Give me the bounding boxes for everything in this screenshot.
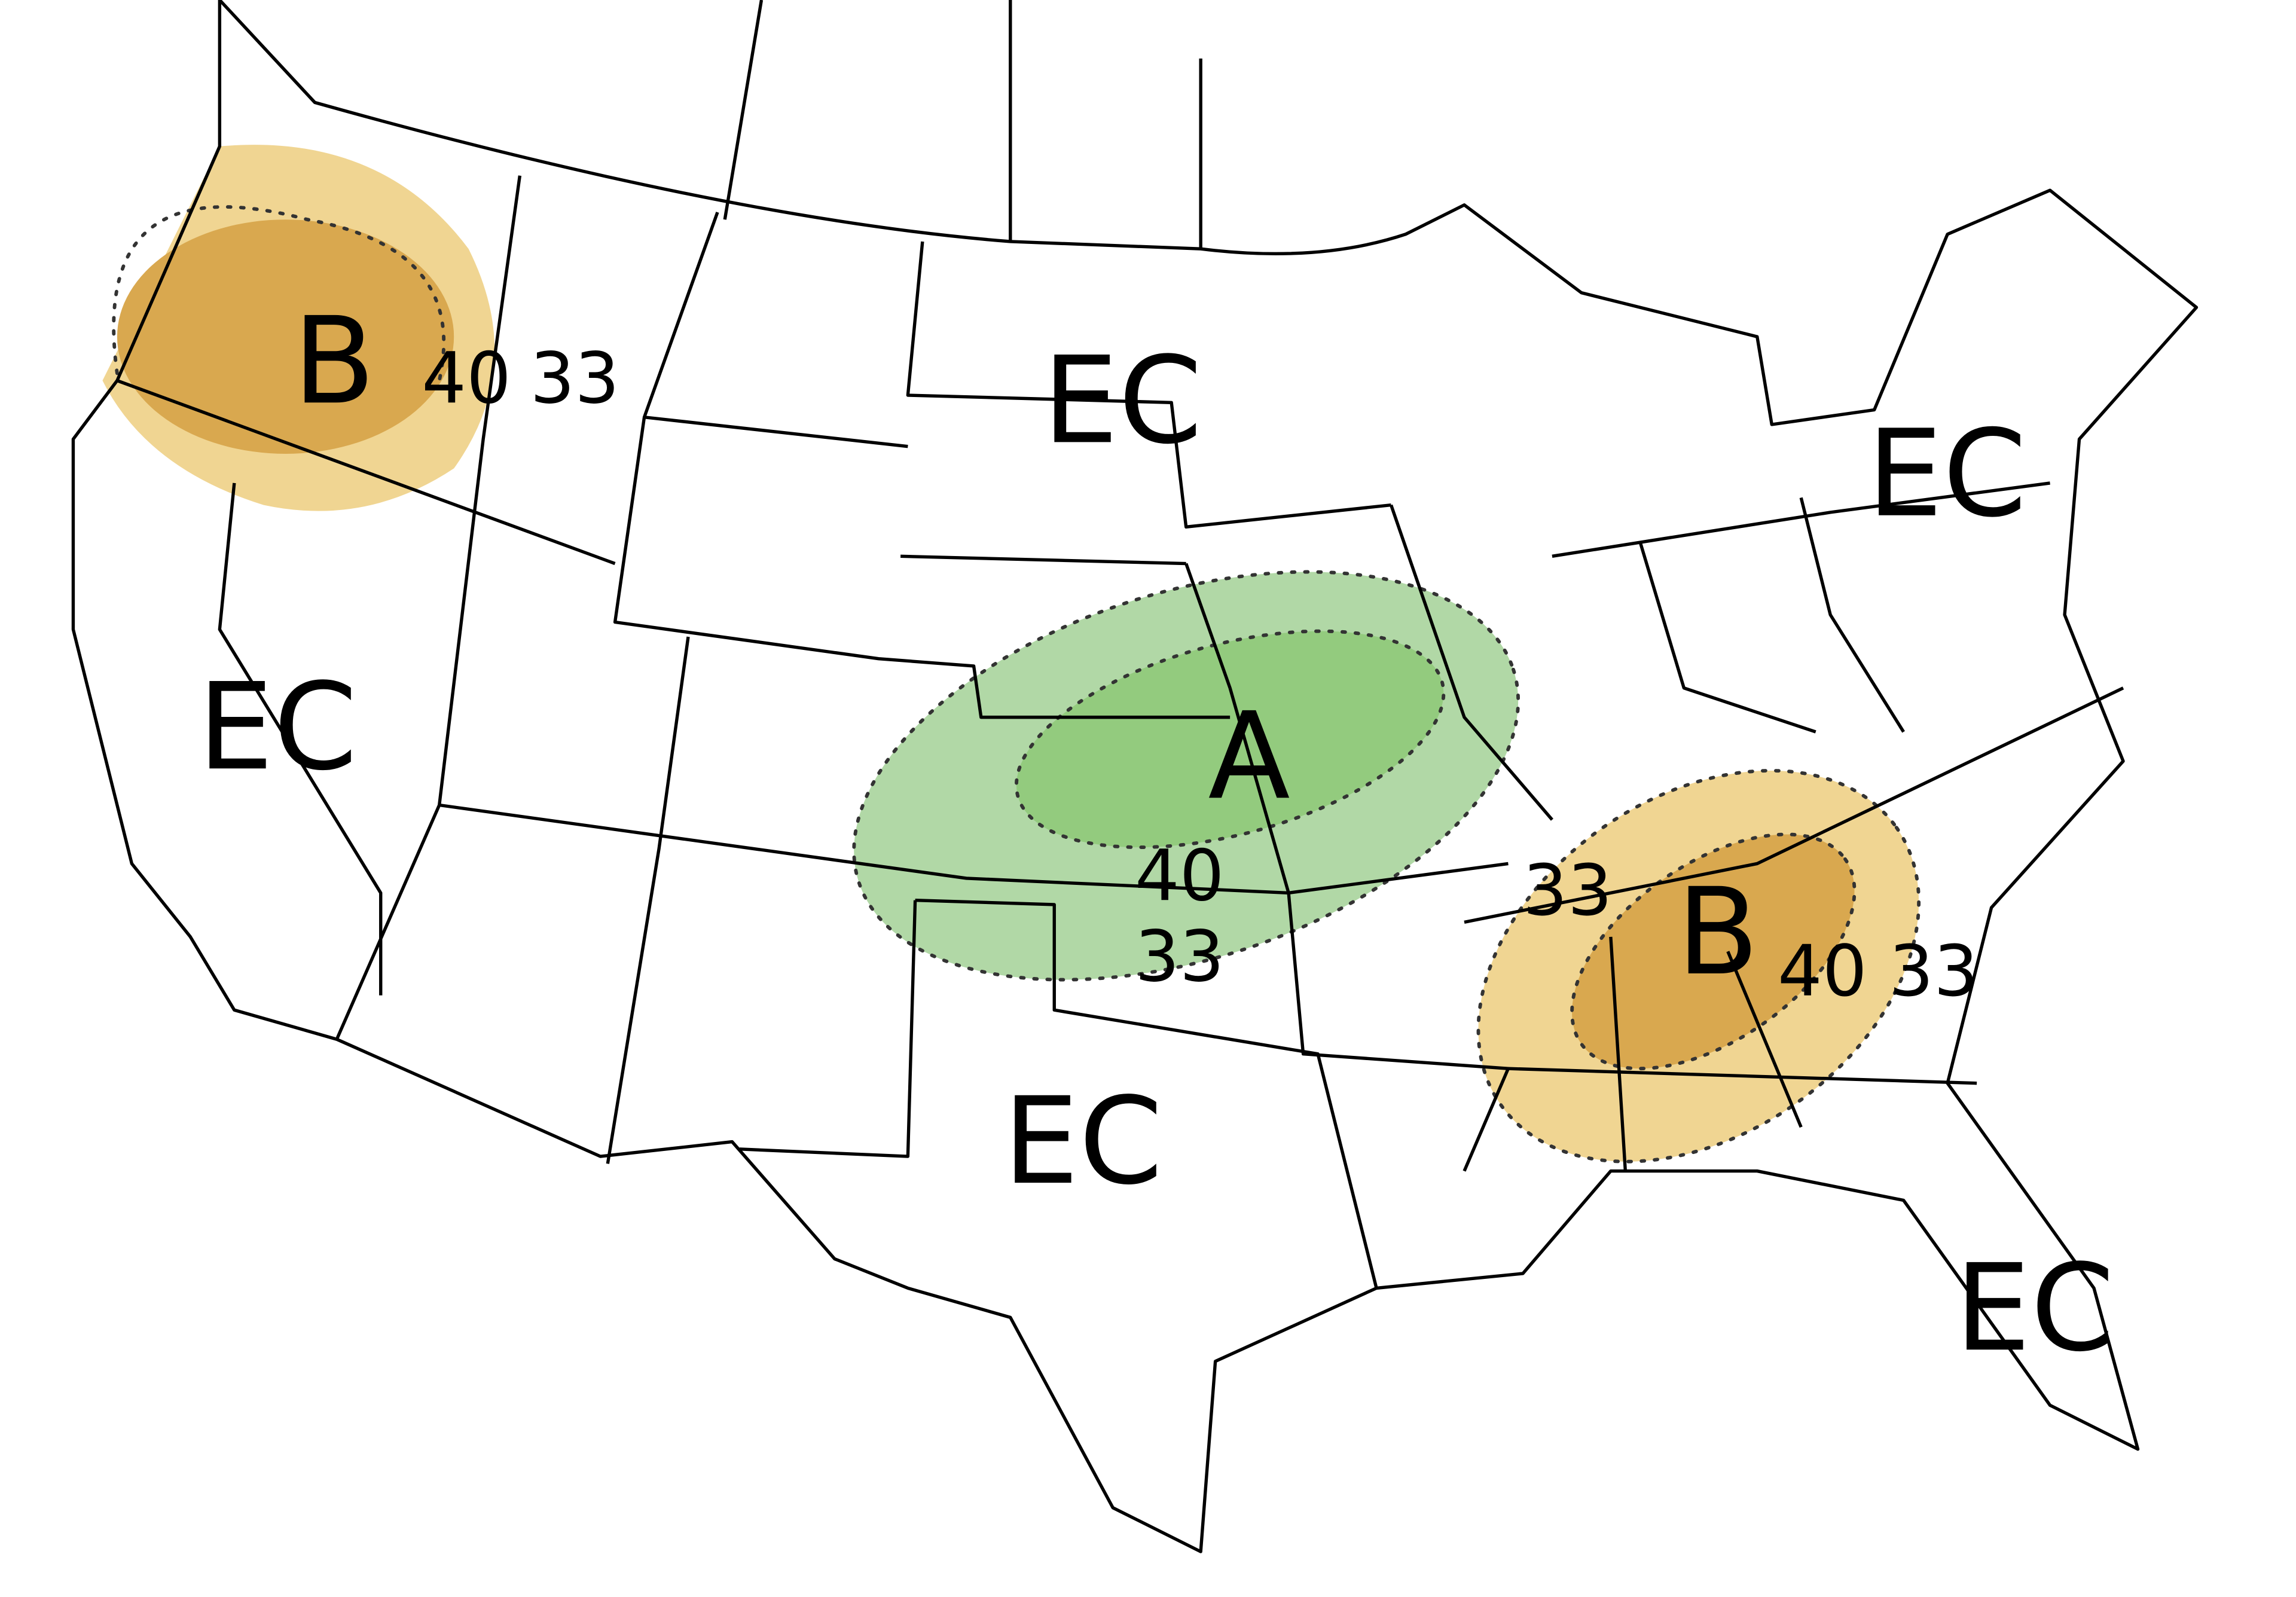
southeast-category-label: B bbox=[1677, 863, 1759, 1002]
central-contour-label-40: 40 bbox=[1135, 835, 1225, 917]
central-category-label: A bbox=[1208, 687, 1290, 826]
state-borders bbox=[71, 0, 2199, 1553]
central-contour-label-33: 33 bbox=[1135, 915, 1225, 997]
southeast-contour-label-33: 33 bbox=[1889, 930, 1979, 1012]
below-40-shade bbox=[117, 219, 454, 454]
contour-33 bbox=[1476, 768, 1921, 1164]
above-40-shade bbox=[1016, 631, 1444, 848]
contour-40 bbox=[1570, 832, 1857, 1071]
central-above-area bbox=[852, 570, 1521, 982]
northwest-contour-label-40: 40 bbox=[422, 337, 511, 419]
northwest-contour-label-33: 33 bbox=[530, 337, 620, 419]
southeast-below-area bbox=[1476, 768, 1921, 1164]
northwest-category-label: B bbox=[293, 292, 375, 431]
southeast-contour-label-33-outer: 33 bbox=[1523, 850, 1613, 932]
ec-label-west: EC bbox=[198, 658, 358, 797]
northwest-below-area bbox=[102, 145, 495, 511]
ec-label-northeast: EC bbox=[1867, 405, 2026, 544]
contour-40 bbox=[1014, 629, 1446, 850]
contour-40 bbox=[112, 205, 446, 383]
contour-33 bbox=[852, 570, 1521, 982]
ec-label-texas: EC bbox=[1003, 1072, 1163, 1211]
below-40-shade bbox=[1572, 834, 1855, 1069]
ec-label-northern-plains: EC bbox=[1043, 331, 1202, 471]
ec-label-florida: EC bbox=[1955, 1239, 2114, 1378]
southeast-contour-label-40: 40 bbox=[1778, 930, 1867, 1012]
